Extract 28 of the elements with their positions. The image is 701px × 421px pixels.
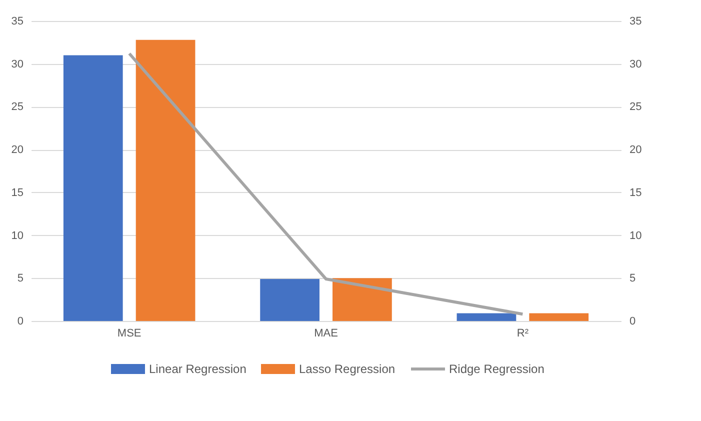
y-tick-label: 5 bbox=[17, 272, 24, 285]
bar bbox=[260, 279, 320, 321]
bar bbox=[332, 278, 392, 321]
x-tick-label: MAE bbox=[314, 328, 338, 340]
y2-tick-label: 35 bbox=[630, 16, 642, 28]
bar bbox=[63, 55, 123, 321]
y2-tick-label: 25 bbox=[630, 101, 642, 114]
y-tick-label: 30 bbox=[11, 58, 24, 70]
y-tick-label: 25 bbox=[11, 101, 24, 114]
y2-tick-label: 5 bbox=[630, 272, 636, 285]
bar bbox=[529, 313, 589, 321]
y-tick-label: 35 bbox=[11, 16, 24, 28]
bar bbox=[456, 313, 516, 321]
y-tick-label: 20 bbox=[11, 144, 24, 156]
legend-label: Ridge Regression bbox=[449, 362, 544, 376]
x-tick-label: R² bbox=[516, 328, 529, 340]
y-tick-label: 0 bbox=[17, 316, 24, 328]
y2-tick-label: 20 bbox=[630, 144, 642, 156]
y-tick-label: 15 bbox=[11, 186, 24, 199]
legend-label: Linear Regression bbox=[149, 362, 246, 376]
y2-tick-label: 15 bbox=[630, 186, 642, 199]
x-tick-label: MSE bbox=[117, 328, 142, 340]
bar bbox=[136, 40, 196, 321]
y2-tick-label: 10 bbox=[630, 230, 642, 242]
y2-tick-label: 30 bbox=[630, 58, 642, 70]
y2-tick-label: 0 bbox=[630, 316, 636, 328]
legend-label: Lasso Regression bbox=[299, 362, 396, 376]
y-tick-label: 10 bbox=[11, 230, 24, 242]
